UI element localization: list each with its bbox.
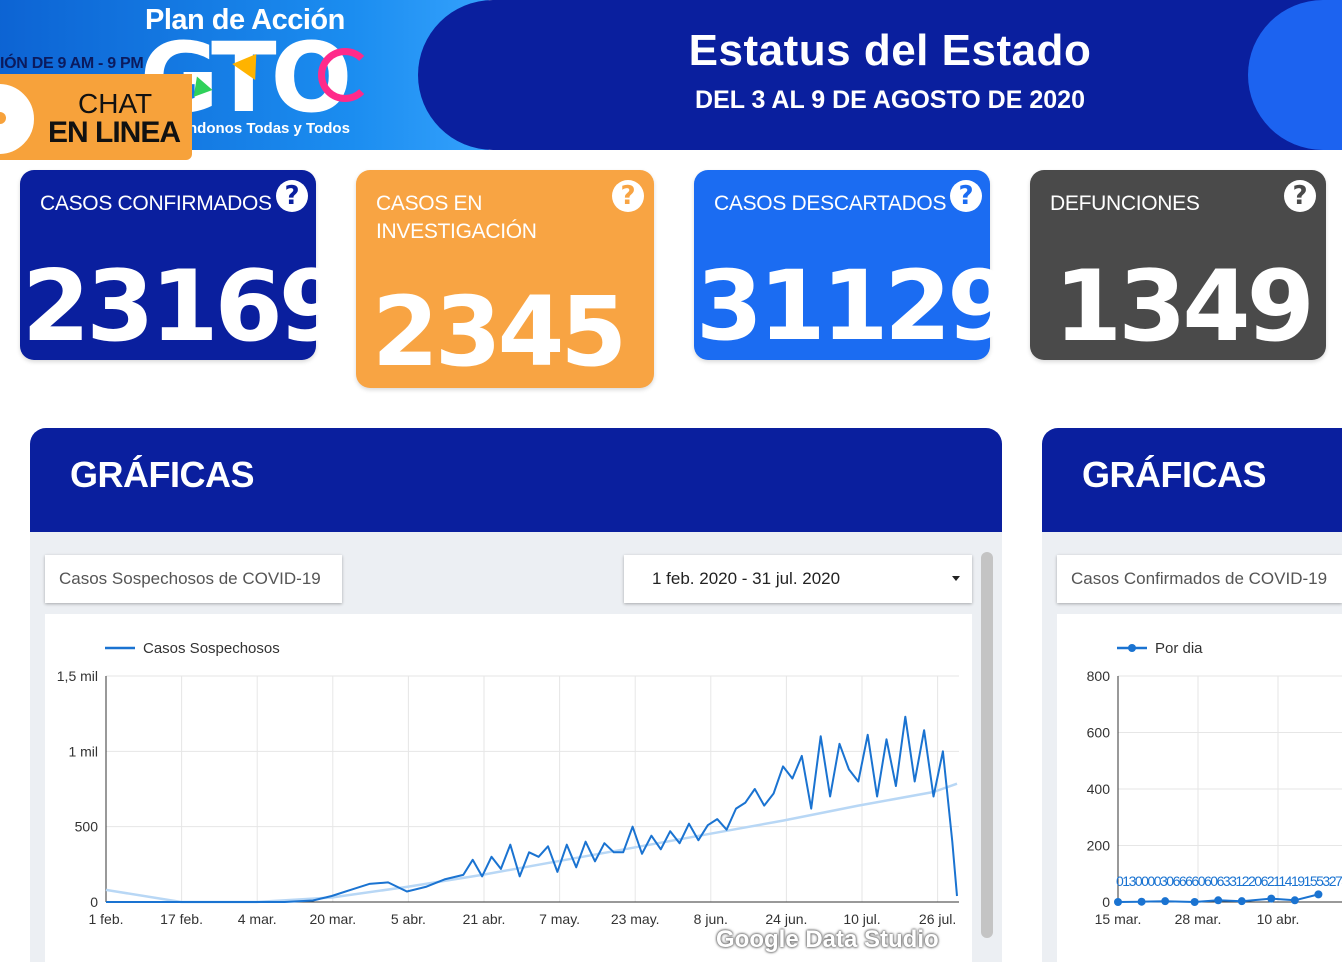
chart-title-box: Casos Confirmados de COVID-19 <box>1057 555 1342 603</box>
y-tick-label: 400 <box>1087 781 1111 797</box>
y-tick-label: 1 mil <box>68 743 98 759</box>
hours-text: IÓN DE 9 AM - 9 PM <box>0 55 144 72</box>
chart-suspected-cases: 0 500 1 mil 1,5 mil 1 feb. 17 feb. 4 mar. 20 ma… <box>57 640 959 927</box>
panel-title: GRÁFICAS <box>1082 454 1267 495</box>
data-point <box>1114 898 1122 906</box>
panel-heading-left: GRÁFICAS <box>30 428 1002 532</box>
data-point <box>1290 896 1299 905</box>
y-tick-label: 500 <box>75 819 99 835</box>
x-tick-label: 5 abr. <box>391 911 426 927</box>
data-point <box>1161 897 1170 906</box>
card-label: CASOS DESCARTADOS <box>714 192 947 215</box>
x-tick-label: 23 may. <box>611 911 660 927</box>
plan-title: Plan de Acción <box>145 4 345 36</box>
y-tick-label: 0 <box>90 894 98 910</box>
x-tick-label: 28 mar. <box>1175 911 1222 927</box>
card-value: 31129 <box>696 250 1014 362</box>
y-tick-label: 0 <box>1102 894 1110 910</box>
trend-line <box>105 782 958 904</box>
header-banner: Plan de Acción GTO ndonos Todas y Todos … <box>0 0 1342 150</box>
banner-right-shape <box>418 0 1342 150</box>
plan-subtitle: ndonos Todas y Todos <box>188 120 350 137</box>
scrollbar-thumb[interactable] <box>981 552 993 938</box>
x-tick-label: 4 mar. <box>238 911 277 927</box>
x-tick-label: 20 mar. <box>309 911 356 927</box>
chat-label-line1: CHAT <box>78 88 153 119</box>
card-discarded-cases: CASOS DESCARTADOS ? 31129 <box>694 170 1014 360</box>
help-icon[interactable]: ? <box>950 180 982 212</box>
x-tick-label: 21 abr. <box>463 911 506 927</box>
data-point <box>1237 897 1246 906</box>
y-tick-label: 200 <box>1087 838 1111 854</box>
data-point <box>1190 898 1199 906</box>
legend-label: Casos Sospechosos <box>143 640 280 657</box>
status-subtitle: DEL 3 AL 9 DE AGOSTO DE 2020 <box>695 86 1085 114</box>
date-range-value: 1 feb. 2020 - 31 jul. 2020 <box>652 569 841 588</box>
card-value: 2345 <box>372 276 627 388</box>
card-label: CASOS EN INVESTIGACIÓN <box>376 192 537 243</box>
status-title: Estatus del Estado <box>688 26 1092 75</box>
card-label: CASOS CONFIRMADOS <box>40 192 272 215</box>
card-confirmed-cases: CASOS CONFIRMADOS ? 23169 <box>20 170 347 360</box>
chart-container-left: 0 500 1 mil 1,5 mil 1 feb. 17 feb. 4 mar. 20 ma… <box>45 614 972 962</box>
data-point <box>1214 896 1223 905</box>
date-range-picker[interactable]: 1 feb. 2020 - 31 jul. 2020 <box>624 555 972 603</box>
x-tick-label: 10 jul. <box>843 911 880 927</box>
legend-label: Por dia <box>1155 640 1203 657</box>
data-point <box>1314 890 1323 899</box>
help-icon[interactable]: ? <box>612 180 644 212</box>
x-tick-label: 1 feb. <box>88 911 123 927</box>
y-tick-label: 600 <box>1087 725 1111 741</box>
card-investigation-cases: CASOS EN INVESTIGACIÓN ? 2345 <box>356 170 654 388</box>
data-point <box>1137 897 1146 906</box>
x-tick-label: 24 jun. <box>765 911 807 927</box>
x-tick-label: 8 jun. <box>694 911 728 927</box>
x-tick-label: 15 mar. <box>1095 911 1142 927</box>
x-tick-label: 7 may. <box>539 911 580 927</box>
y-tick-label: 800 <box>1087 668 1111 684</box>
chat-bubble-icon <box>0 80 38 158</box>
help-icon[interactable]: ? <box>276 180 308 212</box>
y-tick-label: 1,5 mil <box>57 668 98 684</box>
series-line <box>106 715 958 903</box>
help-icon[interactable]: ? <box>1284 180 1316 212</box>
chat-online-button[interactable]: CHAT EN LINEA <box>0 74 192 160</box>
x-tick-label: 26 jul. <box>919 911 956 927</box>
legend-marker-icon <box>1128 644 1136 652</box>
google-data-studio-watermark: Google Data Studio <box>716 926 939 953</box>
data-point <box>1267 894 1276 903</box>
logo-pink-arrow-icon <box>318 48 372 102</box>
panel-title: GRÁFICAS <box>70 454 255 495</box>
chat-label-line2: EN LINEA <box>48 116 181 149</box>
card-value: 23169 <box>22 250 347 364</box>
data-label: 0130000306666060633122062114191553273 <box>1116 873 1342 889</box>
card-deaths: DEFUNCIONES ? 1349 <box>1030 170 1326 360</box>
panel-heading-right: GRÁFICAS <box>1042 428 1342 532</box>
x-tick-label: 17 feb. <box>160 911 203 927</box>
card-value: 1349 <box>1054 250 1315 364</box>
x-tick-label: 10 abr. <box>1257 911 1300 927</box>
card-label: DEFUNCIONES <box>1050 192 1200 215</box>
dropdown-caret-icon <box>952 576 960 581</box>
chart-title-box: Casos Sospechosos de COVID-19 <box>45 555 342 603</box>
